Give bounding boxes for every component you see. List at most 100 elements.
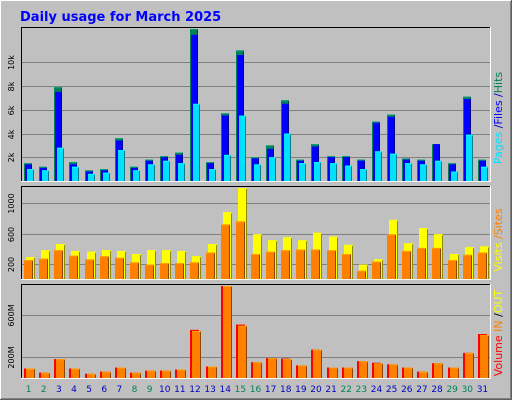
x-tick-label: 4	[71, 385, 77, 395]
bar-sites	[39, 258, 48, 279]
y-tick-label: 600M	[7, 304, 16, 326]
bar-pages	[163, 160, 170, 181]
y-tick-label: 6k	[7, 105, 16, 115]
x-tick-label: 6	[101, 385, 107, 395]
x-tick-label: 22	[341, 385, 352, 395]
bar-pages	[224, 154, 231, 181]
x-tick-label: 14	[220, 385, 232, 395]
bar-pages	[254, 164, 261, 181]
panel-hits-files-pages: 2k 4k 6k 8k 10k	[7, 27, 491, 182]
bar-sites	[206, 252, 215, 279]
x-tick-label: 30	[462, 385, 474, 395]
bar-volume-out	[253, 362, 262, 378]
bar-volume-out	[283, 359, 292, 378]
x-tick-label: 5	[86, 385, 92, 395]
legend-entry: /	[492, 235, 505, 242]
bar-volume-out	[450, 367, 459, 378]
bar-volume-out	[56, 359, 65, 378]
y-tick-label: 10k	[7, 55, 16, 70]
x-tick-label: 16	[250, 385, 262, 395]
x-tick-label: 23	[356, 385, 367, 395]
legend-volume: Volume IN /OUT	[492, 289, 505, 376]
x-tick-label: 31	[477, 385, 488, 395]
bar-pages	[330, 163, 337, 181]
bar-pages	[27, 169, 34, 181]
bar-sites	[100, 256, 109, 279]
bar-pages	[481, 166, 488, 181]
bar-sites	[357, 270, 366, 279]
legend-hits-files-pages: Pages /Files /Hits	[492, 72, 505, 165]
bar-sites	[175, 263, 184, 279]
bar-pages	[42, 170, 49, 181]
y-tick-label: 200M	[7, 346, 16, 368]
bar-volume-out	[41, 372, 50, 378]
bar-volume-out	[329, 367, 338, 378]
bar-pages	[435, 160, 442, 181]
bar-volume-out	[117, 367, 126, 378]
bar-pages	[209, 169, 216, 181]
bar-pages	[390, 153, 397, 181]
side-labels: Pages /Files /Hits Visits /Sites Volume IN…	[492, 72, 505, 377]
bar-sites	[190, 262, 199, 279]
panel-volume: 200M 600M	[7, 284, 491, 379]
bar-volume-out	[223, 286, 232, 378]
bar-pages	[57, 147, 64, 181]
bar-sites	[478, 252, 487, 279]
y-tick-label: 1000	[7, 193, 16, 213]
legend-entry: OUT	[492, 289, 505, 313]
bar-pages	[133, 170, 140, 181]
bar-files	[388, 116, 395, 181]
legend-entry: Pages	[492, 132, 505, 165]
bar-volume-out	[359, 361, 368, 378]
bar-volume-out	[238, 325, 247, 378]
x-tick-label: 19	[295, 385, 307, 395]
bar-volume-out	[344, 367, 353, 378]
x-tick-label: 12	[189, 385, 200, 395]
x-tick-label: 29	[446, 385, 458, 395]
bar-pages	[466, 134, 473, 181]
bar-pages	[178, 163, 185, 181]
legend-entry: Visits	[492, 242, 505, 271]
legend-entry: /	[492, 124, 505, 131]
bar-volume-out	[162, 370, 171, 378]
x-tick-label: 8	[132, 385, 138, 395]
legend-visits-sites: Visits /Sites	[492, 208, 505, 271]
bar-pages	[375, 151, 382, 181]
bar-pages	[118, 150, 125, 181]
bar-volume-out	[102, 371, 111, 378]
bar-sites	[24, 260, 33, 279]
x-tick-label: 2	[41, 385, 47, 395]
y-tick-label: 8k	[7, 81, 16, 91]
x-tick-label: 7	[116, 385, 122, 395]
bar-pages	[269, 157, 276, 181]
bar-sites	[327, 250, 336, 279]
bar-sites	[221, 224, 230, 279]
bar-sites	[402, 250, 411, 279]
bar-sites	[417, 247, 426, 279]
x-tick-label: 17	[265, 385, 276, 395]
bar-volume-out	[268, 358, 277, 378]
bar-pages	[148, 164, 155, 181]
x-tick-label: 1	[26, 385, 32, 395]
legend-entry: /	[492, 313, 505, 320]
x-tick-label: 13	[204, 385, 215, 395]
bar-sites	[448, 260, 457, 279]
x-tick-label: 15	[235, 385, 246, 395]
bar-volume-out	[132, 372, 141, 378]
y-tick-label: 2k	[7, 152, 16, 162]
bar-volume-out	[389, 364, 398, 378]
legend-entry: IN	[492, 320, 505, 331]
bar-sites	[387, 234, 396, 279]
bar-sites	[463, 254, 472, 279]
x-tick-label: 18	[280, 385, 292, 395]
bar-sites	[266, 251, 275, 279]
legend-entry: Files	[492, 100, 505, 124]
x-tick-label: 20	[310, 385, 322, 395]
bar-pages	[299, 163, 306, 181]
bar-pages	[88, 173, 95, 181]
day-labels: 1 2 3 4 5 6 7 8 9 10 11 12 13 14 15 16 17 18 19 20 21 22 23 24 2…	[26, 385, 488, 395]
bar-pages	[314, 162, 321, 181]
x-tick-label: 24	[371, 385, 383, 395]
